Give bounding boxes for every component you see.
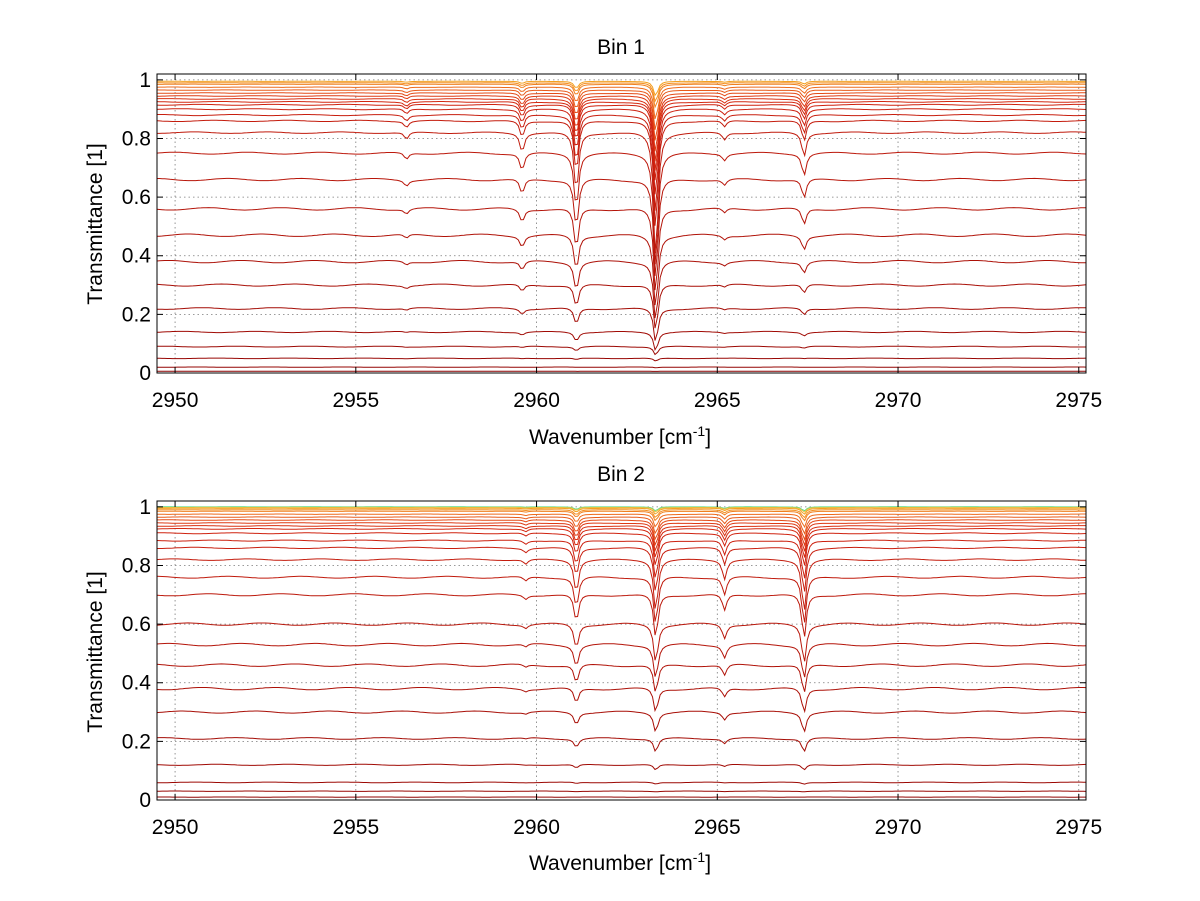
- series-line: [157, 507, 1086, 515]
- x-tick-label: 2955: [332, 389, 379, 412]
- subplot-title: Bin 1: [597, 36, 645, 59]
- series-line: [157, 92, 1086, 141]
- series-line: [157, 519, 1086, 542]
- series-line: [157, 95, 1086, 152]
- x-tick-label: 2965: [694, 816, 741, 839]
- series-line: [157, 82, 1086, 103]
- series-line: [157, 114, 1087, 211]
- subplot-bin-1: Bin 1 2950 2955 2960 2965 2970 2975 0 0.2 0.4 0.…: [84, 36, 1102, 449]
- series-line: [157, 532, 1087, 566]
- y-tick-label: 0.6: [122, 613, 151, 636]
- x-tick-marks: 2950 2955 2960 2965 2970 2975: [152, 74, 1102, 412]
- series-line: [156, 283, 1087, 329]
- x-axis-label: Wavenumber [cm-1]: [529, 423, 711, 449]
- x-tick-label: 2975: [1055, 389, 1102, 412]
- series-line: [156, 593, 1086, 637]
- series-lines: [156, 506, 1087, 801]
- series-line: [156, 506, 1086, 513]
- series-line: [157, 510, 1086, 522]
- series-line: [156, 642, 1087, 678]
- series-line: [156, 575, 1087, 623]
- series-line: [156, 108, 1087, 195]
- y-tick-marks: 0 0.2 0.4 0.6 0.8 1: [122, 69, 1086, 385]
- series-line: [156, 307, 1086, 341]
- series-line: [157, 177, 1087, 276]
- x-tick-label: 2960: [513, 389, 560, 412]
- x-tick-label: 2950: [152, 816, 199, 839]
- series-line: [157, 513, 1086, 529]
- x-axis-label-superscript: -1: [693, 423, 706, 439]
- series-line: [156, 539, 1086, 579]
- series-line: [156, 207, 1086, 291]
- y-tick-label: 0: [139, 789, 151, 812]
- x-axis-label-text: Wavenumber [cm: [529, 426, 693, 449]
- series-line: [156, 687, 1087, 714]
- x-tick-label: 2965: [694, 389, 741, 412]
- series-line: [156, 101, 1087, 171]
- x-tick-label: 2960: [513, 816, 560, 839]
- series-line: [157, 357, 1087, 362]
- y-tick-label: 0.4: [122, 672, 152, 695]
- series-line: [156, 763, 1087, 771]
- series-line: [156, 89, 1087, 130]
- series-line: [156, 98, 1087, 162]
- x-tick-label: 2970: [875, 389, 922, 412]
- x-axis-label-end: ]: [705, 426, 711, 449]
- series-line: [157, 83, 1086, 109]
- y-tick-label: 0.8: [122, 127, 151, 150]
- series-line: [157, 516, 1087, 536]
- y-tick-label: 0.8: [122, 554, 151, 577]
- series-line: [157, 781, 1086, 785]
- y-axis-label: Transmittance [1]: [84, 571, 107, 732]
- series-line: [157, 546, 1087, 592]
- series-line: [156, 330, 1087, 352]
- y-tick-label: 1: [139, 496, 151, 519]
- subplot-bin-2: Bin 2 2950 2955 2960 2965 2970 2975 0 0.2 0.4 0.…: [84, 463, 1102, 875]
- series-line: [156, 663, 1087, 692]
- series-line: [156, 86, 1087, 119]
- y-tick-label: 0.2: [122, 303, 151, 326]
- y-tick-label: 0.2: [122, 730, 151, 753]
- y-tick-marks: 0 0.2 0.4 0.6 0.8 1: [122, 496, 1086, 812]
- series-line: [157, 131, 1087, 254]
- series-line: [156, 103, 1086, 181]
- axes-box: [156, 73, 1087, 374]
- x-axis-label-end: ]: [705, 852, 711, 875]
- series-line: [157, 525, 1086, 553]
- x-tick-marks: 2950 2955 2960 2965 2970 2975: [152, 501, 1102, 839]
- series-line: [156, 260, 1087, 319]
- x-tick-label: 2975: [1055, 816, 1102, 839]
- y-tick-label: 0.4: [122, 245, 152, 268]
- series-line: [156, 710, 1087, 733]
- series-line: [157, 345, 1086, 356]
- series-line: [156, 522, 1086, 548]
- x-tick-label: 2950: [152, 389, 199, 412]
- y-tick-label: 0: [139, 362, 151, 385]
- series-line: [156, 737, 1087, 753]
- series-line: [156, 233, 1087, 306]
- series-line: [157, 366, 1087, 369]
- series-line: [157, 80, 1086, 97]
- series-line: [156, 119, 1087, 226]
- x-tick-label: 2955: [332, 816, 379, 839]
- y-axis-label: Transmittance [1]: [84, 143, 107, 304]
- series-line: [156, 528, 1087, 558]
- series-line: [156, 151, 1087, 265]
- subplot-title: Bin 2: [597, 463, 645, 486]
- y-tick-label: 1: [139, 69, 151, 92]
- axes-box: [156, 500, 1087, 801]
- x-tick-label: 2970: [875, 816, 922, 839]
- series-line: [157, 790, 1087, 793]
- series-line: [157, 509, 1086, 519]
- x-axis-label: Wavenumber [cm-1]: [529, 849, 711, 875]
- series-line: [156, 622, 1087, 662]
- x-axis-label-superscript: -1: [693, 849, 706, 865]
- x-axis-label-text: Wavenumber [cm: [529, 852, 693, 875]
- series-line: [156, 558, 1086, 610]
- y-tick-label: 0.6: [122, 186, 151, 209]
